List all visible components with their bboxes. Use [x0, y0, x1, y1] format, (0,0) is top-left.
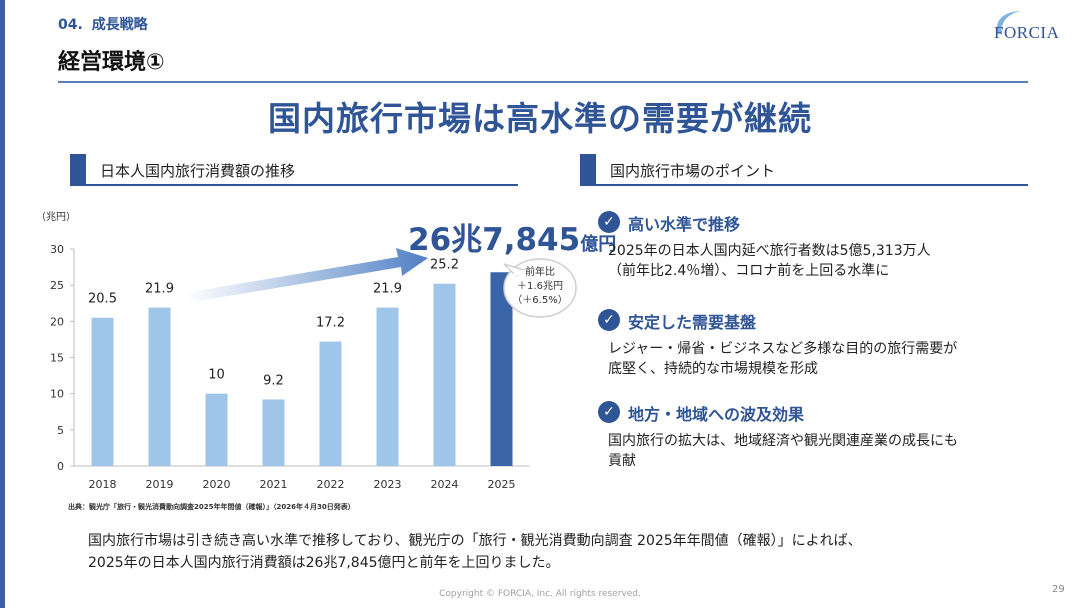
y-unit-label: （兆円） [36, 211, 76, 223]
y-tick-label: 20 [50, 315, 64, 328]
y-tick-label: 0 [57, 460, 64, 473]
data-label-2018: 20.5 [88, 292, 117, 307]
yoy-text: 前年比 ＋1.6兆円 （＋6.5%） [500, 266, 580, 308]
right-panel-heading: 国内旅行市場のポイント [580, 154, 1028, 186]
bar-2018 [91, 317, 114, 466]
copyright: Copyright © FORCIA, Inc. All rights rese… [439, 589, 641, 599]
y-tick-label: 25 [50, 279, 64, 292]
x-tick-label-2024: 2024 [431, 478, 459, 491]
point-body: レジャー・帰省・ビジネスなど多様な目的の旅行需要が 底堅く、持続的な市場規模を形… [608, 341, 958, 377]
x-tick-label-2018: 2018 [89, 478, 117, 491]
check-icon: ✓ [598, 211, 620, 233]
bar-2020 [205, 393, 228, 466]
data-label-2020: 10 [208, 368, 225, 383]
arrow-annotation: コロナ前を上回る水準へ [189, 251, 289, 279]
x-tick-label-2022: 2022 [317, 478, 345, 491]
y-tick-label: 5 [57, 424, 64, 437]
check-icon: ✓ [598, 309, 620, 331]
yoy-line-2: ＋1.6兆円 [517, 281, 563, 292]
x-tick-label-2021: 2021 [260, 478, 288, 491]
data-label-2024: 25.2 [430, 258, 459, 273]
left-accent-bar [0, 0, 5, 608]
section-label: 04. 成長戦略 [58, 14, 148, 34]
yoy-bubble [503, 258, 577, 318]
chart-source: 出典：観光庁「旅行・観光消費動向調査2025年年間値（確報）」（2026年４月3… [68, 503, 355, 511]
bar-2022 [319, 341, 342, 466]
bar-2025 [490, 272, 513, 466]
point-body: 国内旅行の拡大は、地域経済や観光関連産業の成長にも 貢献 [608, 433, 958, 469]
data-label-2021: 9.2 [263, 373, 284, 388]
check-icon: ✓ [598, 401, 620, 423]
x-tick-label-2019: 2019 [146, 478, 174, 491]
bar-2021 [262, 399, 285, 466]
point-body: 2025年の日本人国内延べ旅行者数は5億5,313万人 （前年比2.4％増）、コ… [608, 243, 931, 279]
x-tick-label-2020: 2020 [203, 478, 231, 491]
point-title: 安定した需要基盤 [628, 313, 757, 332]
x-tick-label-2023: 2023 [374, 478, 402, 491]
left-panel-heading-text: 日本人国内旅行消費額の推移 [100, 162, 296, 180]
page-number: 29 [1052, 584, 1065, 595]
headline: 国内旅行市場は高水準の需要が継続 [268, 99, 812, 138]
page-title: 経営環境① [58, 50, 165, 75]
section-name: 成長戦略 [91, 17, 148, 33]
summary-text: 国内旅行市場は引き続き高い水準で推移しており、観光庁の「旅行・観光消費動向調査 … [88, 533, 862, 571]
growth-arrow [184, 248, 428, 303]
y-tick-label: 10 [50, 388, 64, 401]
y-tick-label: 30 [50, 243, 64, 256]
heading-underline [580, 184, 1028, 186]
logo-text: FORCIA [994, 23, 1060, 42]
point-title: 高い水準で推移 [628, 215, 741, 234]
y-tick-label: 15 [50, 352, 64, 365]
bar-2019 [148, 307, 171, 466]
title-divider [58, 81, 1028, 83]
point-title: 地方・地域への波及効果 [628, 405, 805, 424]
section-number: 04. [58, 17, 83, 33]
highlight-value-number: 26兆7,845 [408, 222, 581, 258]
data-label-2023: 21.9 [373, 282, 402, 297]
yoy-line-3: （＋6.5%） [512, 295, 568, 306]
x-tick-label-2025: 2025 [488, 478, 516, 491]
highlight-value: 26兆7,845億円 [408, 214, 616, 259]
forcia-logo: FORCIA [994, 11, 1060, 42]
heading-underline [70, 184, 518, 186]
right-panel-heading-text: 国内旅行市場のポイント [610, 162, 776, 180]
bar-2023 [376, 307, 399, 466]
heading-marker [580, 154, 596, 184]
yoy-line-1: 前年比 [525, 267, 555, 278]
data-label-2022: 17.2 [316, 316, 345, 331]
consumption-bar-chart: （兆円）051015202530コロナ前を上回る水準へ20.5201821.92… [36, 211, 530, 491]
heading-marker [70, 154, 86, 184]
highlight-value-unit: 億円 [580, 234, 617, 255]
left-panel-heading: 日本人国内旅行消費額の推移 [70, 154, 518, 186]
data-label-2019: 21.9 [145, 282, 174, 297]
bar-2024 [433, 283, 456, 466]
